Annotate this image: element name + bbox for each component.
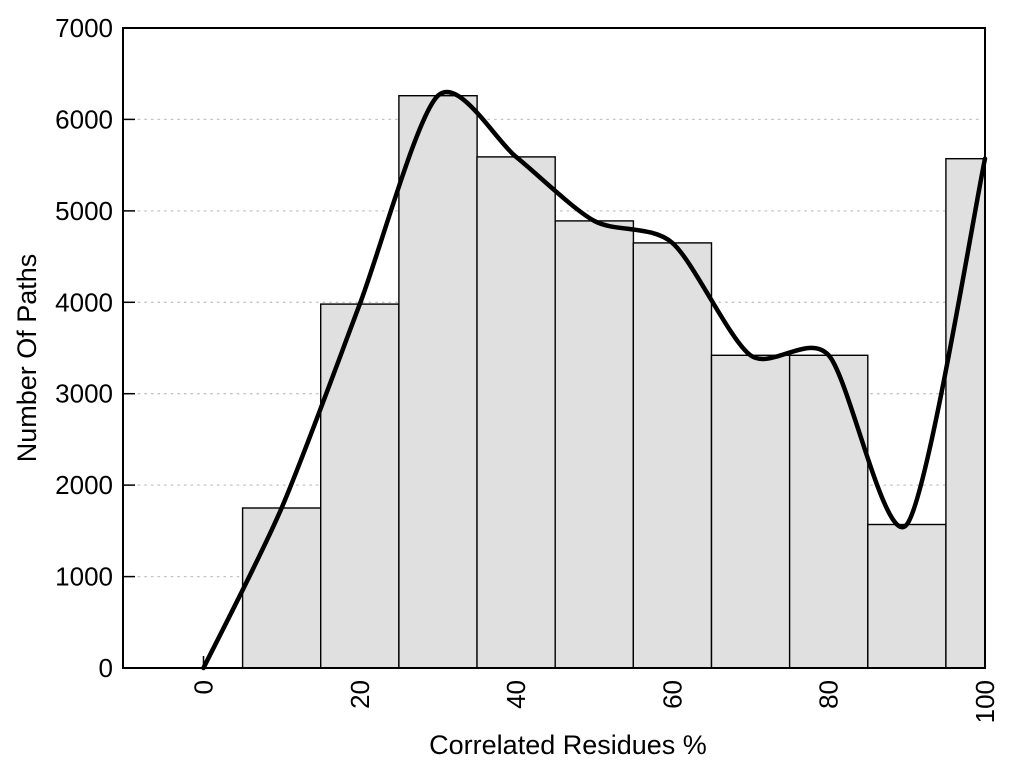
x-tick-label: 0: [189, 680, 219, 694]
histogram-bars-layer: [241, 94, 986, 669]
y-tick-label: 4000: [55, 287, 113, 317]
x-tick-label: 80: [814, 680, 844, 709]
histogram-bar: [632, 242, 713, 669]
histogram-bar: [867, 523, 947, 669]
histogram-bar: [398, 94, 478, 669]
y-tick-label: 5000: [55, 196, 113, 226]
y-axis-title: Number Of Paths: [12, 254, 42, 463]
tick-labels-layer: 0 1000 2000 3000 4000 5000 6000 7000 0 20 40 60 80 10…: [55, 13, 1000, 723]
y-tick-label: 0: [99, 653, 113, 683]
y-tick-label: 2000: [55, 470, 113, 500]
y-tick-label: 7000: [55, 13, 113, 43]
y-tick-label: 3000: [55, 379, 113, 409]
x-tick-label: 100: [970, 680, 1000, 723]
x-tick-label: 40: [501, 680, 531, 709]
plot-border-layer: [122, 27, 986, 669]
histogram-bar: [710, 354, 791, 669]
histogram-bar: [788, 354, 869, 669]
histogram-bar: [945, 157, 986, 669]
histogram-bar: [554, 220, 635, 669]
y-tick-label: 1000: [55, 562, 113, 592]
frequency-curve: [201, 89, 988, 671]
histogram-bar: [476, 156, 556, 669]
histogram-bar: [320, 303, 400, 669]
x-tick-label: 20: [345, 680, 375, 709]
y-tick-label: 6000: [55, 104, 113, 134]
x-tick-label: 60: [657, 680, 687, 709]
histogram-bar: [241, 507, 322, 669]
plot-border: [122, 27, 986, 669]
x-axis-title: Correlated Residues %: [429, 730, 707, 760]
curve-layer: [201, 89, 988, 671]
